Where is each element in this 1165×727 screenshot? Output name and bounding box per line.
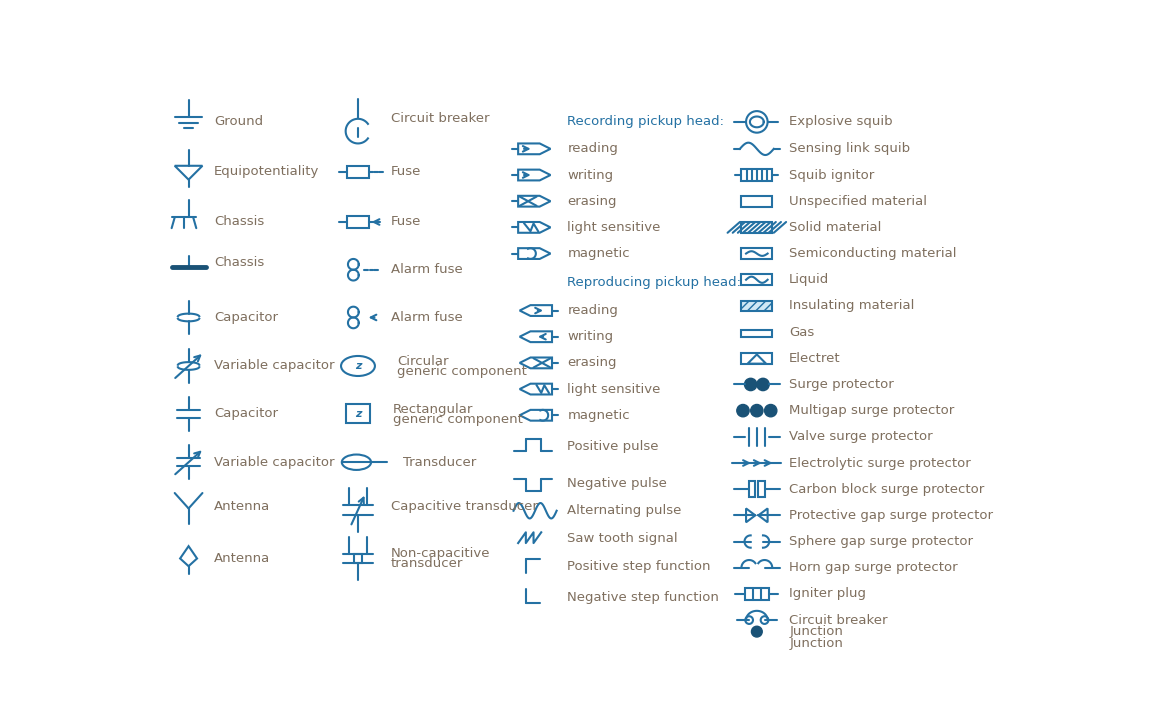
Bar [741, 169, 772, 181]
Circle shape [736, 404, 749, 417]
Text: Protective gap surge protector: Protective gap surge protector [789, 509, 994, 522]
Bar [741, 222, 772, 233]
Text: Ground: Ground [214, 116, 263, 129]
Text: Positive pulse: Positive pulse [567, 441, 659, 454]
Text: Fuse: Fuse [391, 215, 422, 228]
Text: Sensing link squib: Sensing link squib [789, 142, 910, 156]
Text: z: z [354, 361, 361, 371]
Bar [347, 216, 369, 228]
Text: Igniter plug: Igniter plug [789, 587, 866, 601]
Text: magnetic: magnetic [567, 247, 630, 260]
Text: Negative step function: Negative step function [567, 591, 719, 604]
Bar [347, 166, 369, 178]
Bar [741, 330, 772, 337]
Text: erasing: erasing [567, 356, 617, 369]
Text: writing: writing [567, 330, 614, 343]
Bar [741, 196, 772, 206]
Text: Negative pulse: Negative pulse [567, 476, 668, 489]
Text: generic component: generic component [397, 365, 527, 378]
Text: Alarm fuse: Alarm fuse [391, 263, 463, 276]
Circle shape [764, 404, 777, 417]
Text: Chassis: Chassis [214, 215, 264, 228]
Text: Squib ignitor: Squib ignitor [789, 169, 875, 182]
Text: Unspecified material: Unspecified material [789, 195, 927, 208]
Text: light sensitive: light sensitive [567, 221, 661, 234]
Text: Circuit breaker: Circuit breaker [391, 112, 489, 125]
Text: Capacitive transducer: Capacitive transducer [391, 500, 538, 513]
Text: Antenna: Antenna [214, 500, 270, 513]
Text: Horn gap surge protector: Horn gap surge protector [789, 561, 958, 574]
Text: generic component: generic component [393, 413, 522, 425]
Circle shape [751, 626, 762, 637]
Text: Alternating pulse: Alternating pulse [567, 505, 682, 517]
Text: Capacitor: Capacitor [214, 311, 278, 324]
Text: Variable capacitor: Variable capacitor [214, 359, 334, 372]
Text: Fuse: Fuse [391, 166, 422, 178]
Text: Rectangular: Rectangular [393, 403, 473, 416]
Text: erasing: erasing [567, 195, 617, 208]
Text: Liquid: Liquid [789, 273, 829, 286]
Text: Electrolytic surge protector: Electrolytic surge protector [789, 457, 970, 470]
Text: Gas: Gas [789, 326, 814, 339]
Bar [741, 300, 772, 311]
Text: writing: writing [567, 169, 614, 182]
Text: Solid material: Solid material [789, 221, 882, 234]
Text: Non-capacitive: Non-capacitive [391, 547, 490, 561]
Text: Positive step function: Positive step function [567, 560, 711, 573]
Bar [354, 554, 362, 563]
Text: Variable capacitor: Variable capacitor [214, 456, 334, 469]
Text: Multigap surge protector: Multigap surge protector [789, 404, 954, 417]
Text: Chassis: Chassis [214, 255, 264, 268]
Bar [758, 481, 764, 497]
Bar [749, 481, 755, 497]
Text: Carbon block surge protector: Carbon block surge protector [789, 483, 984, 496]
Text: light sensitive: light sensitive [567, 382, 661, 395]
Bar [744, 587, 769, 600]
Text: transducer: transducer [391, 558, 464, 571]
Circle shape [757, 378, 769, 390]
Text: Recording pickup head:: Recording pickup head: [567, 116, 725, 129]
Text: Surge protector: Surge protector [789, 378, 894, 391]
Bar [741, 248, 772, 259]
Text: Junction: Junction [789, 625, 843, 638]
Text: Circular: Circular [397, 355, 449, 368]
Text: Saw tooth signal: Saw tooth signal [567, 532, 678, 545]
Text: Junction: Junction [789, 637, 843, 650]
Text: Reproducing pickup head:: Reproducing pickup head: [567, 276, 741, 289]
Text: Equipotentiality: Equipotentiality [214, 166, 319, 178]
Text: Alarm fuse: Alarm fuse [391, 311, 463, 324]
Bar [346, 404, 369, 423]
Text: Explosive squib: Explosive squib [789, 116, 892, 129]
Text: magnetic: magnetic [567, 409, 630, 422]
Text: reading: reading [567, 142, 619, 156]
Text: Transducer: Transducer [403, 456, 476, 469]
Text: Valve surge protector: Valve surge protector [789, 430, 933, 443]
Text: Insulating material: Insulating material [789, 300, 915, 313]
Text: z: z [354, 409, 361, 419]
Text: Sphere gap surge protector: Sphere gap surge protector [789, 535, 973, 548]
Text: reading: reading [567, 304, 619, 317]
Text: Capacitor: Capacitor [214, 407, 278, 420]
Circle shape [744, 378, 757, 390]
Text: Circuit breaker: Circuit breaker [789, 614, 888, 627]
Bar [741, 353, 772, 364]
Bar [741, 274, 772, 285]
Text: Electret: Electret [789, 352, 841, 365]
Circle shape [750, 404, 763, 417]
Text: Semiconducting material: Semiconducting material [789, 247, 956, 260]
Text: Antenna: Antenna [214, 552, 270, 565]
